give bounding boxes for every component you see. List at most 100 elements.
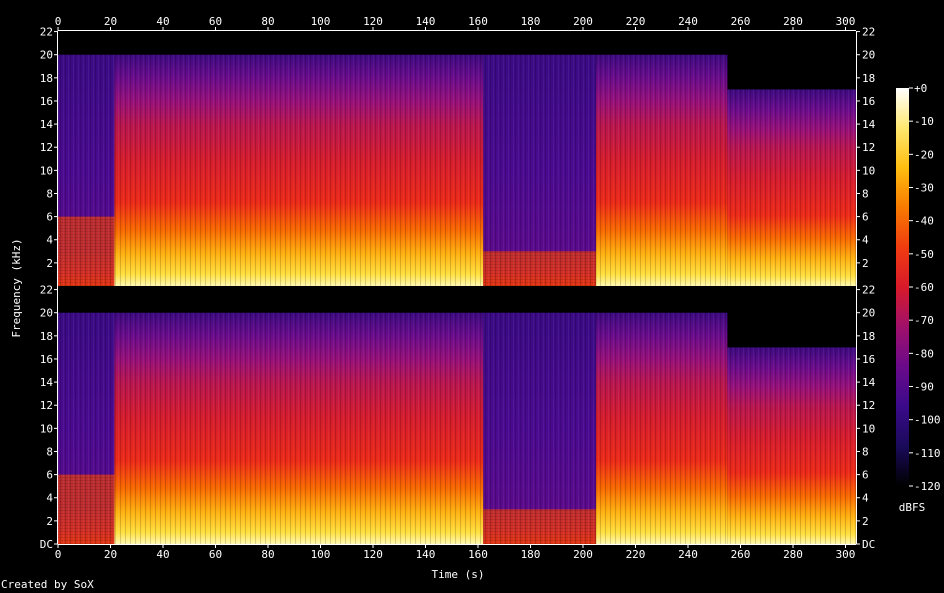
colorbar-tick-label: -60 — [914, 281, 934, 294]
colorbar-tick-label: +0 — [914, 82, 927, 95]
x-tick-label-bottom: 0 — [55, 548, 62, 561]
colorbar-tick-label: -100 — [914, 414, 941, 427]
colorbar-tick-label: -90 — [914, 381, 934, 394]
x-tick-label-bottom: 220 — [626, 548, 646, 561]
colorbar-tick-label: -120 — [914, 480, 941, 493]
y-tick-label-left: 12 — [40, 141, 53, 154]
y-tick-label-right: 18 — [862, 330, 875, 343]
colorbar-tick-label: -110 — [914, 447, 941, 460]
y-tick-label-right: 10 — [862, 164, 875, 177]
y-tick-label-left: 2 — [46, 515, 53, 528]
x-tick-label-bottom: 180 — [521, 548, 541, 561]
x-tick-label-top: 160 — [468, 15, 488, 28]
y-tick-label-right: 2 — [862, 257, 869, 270]
x-tick-label-bottom: 20 — [104, 548, 117, 561]
y-tick-label-left: DC — [40, 538, 53, 551]
y-tick-label-right: 12 — [862, 399, 875, 412]
y-tick-label-left: 16 — [40, 353, 53, 366]
colorbar-tick-label: -40 — [914, 215, 934, 228]
x-tick-label-top: 0 — [55, 15, 62, 28]
y-tick-label-left: 20 — [40, 307, 53, 320]
x-tick-label-top: 240 — [678, 15, 698, 28]
y-tick-label-left: 10 — [40, 164, 53, 177]
created-by-footer: Created by SoX — [1, 578, 94, 591]
channel-panel — [58, 289, 856, 544]
y-tick-label-left: 22 — [40, 284, 53, 297]
colorbar-tick-label: -70 — [914, 314, 934, 327]
x-tick-label-top: 220 — [626, 15, 646, 28]
y-tick-label-left: 4 — [46, 234, 53, 247]
x-tick-label-bottom: 160 — [468, 548, 488, 561]
y-tick-label-right: 16 — [862, 353, 875, 366]
y-tick-label-right: 4 — [862, 234, 869, 247]
y-axis-label: Frequency (kHz) — [10, 238, 23, 337]
colorbar-tick-label: -20 — [914, 148, 934, 161]
x-tick-label-top: 60 — [209, 15, 222, 28]
x-tick-label-top: 20 — [104, 15, 117, 28]
y-tick-label-left: 12 — [40, 399, 53, 412]
colorbar-tick-label: -80 — [914, 347, 934, 360]
x-tick-label-bottom: 200 — [573, 548, 593, 561]
y-tick-label-right: 4 — [862, 492, 869, 505]
x-tick-label-bottom: 60 — [209, 548, 222, 561]
y-tick-label-right: 2 — [862, 515, 869, 528]
x-tick-label-bottom: 280 — [783, 548, 803, 561]
x-tick-label-top: 100 — [311, 15, 331, 28]
y-tick-label-right: 6 — [862, 211, 869, 224]
x-tick-label-top: 300 — [836, 15, 856, 28]
y-tick-label-right: 10 — [862, 422, 875, 435]
x-tick-label-bottom: 80 — [261, 548, 274, 561]
y-tick-label-right: 6 — [862, 469, 869, 482]
y-tick-label-left: 4 — [46, 492, 53, 505]
colorbar-gradient — [896, 88, 909, 486]
x-tick-label-top: 40 — [156, 15, 169, 28]
y-tick-label-left: 6 — [46, 211, 53, 224]
colorbar: +0 -10 -20 -30 -40 -50 -60 -70 -80 -90 -100 -110 -12… — [896, 82, 941, 493]
x-tick-label-bottom: 40 — [156, 548, 169, 561]
y-tick-label-left: 8 — [46, 445, 53, 458]
y-tick-label-right: 18 — [862, 72, 875, 85]
colorbar-tick-label: -50 — [914, 248, 934, 261]
x-tick-label-top: 120 — [363, 15, 383, 28]
y-tick-label-left: 20 — [40, 49, 53, 62]
x-tick-label-top: 180 — [521, 15, 541, 28]
y-tick-label-left: 6 — [46, 469, 53, 482]
y-tick-label-right: DC — [862, 538, 875, 551]
y-tick-label-left: 18 — [40, 72, 53, 85]
x-tick-label-top: 260 — [731, 15, 751, 28]
x-tick-label-top: 140 — [416, 15, 436, 28]
colorbar-label: dBFS — [899, 501, 926, 514]
x-tick-label-top: 80 — [261, 15, 274, 28]
x-tick-label-top: 280 — [783, 15, 803, 28]
y-tick-label-left: 14 — [40, 118, 54, 131]
y-tick-label-right: 8 — [862, 445, 869, 458]
y-tick-label-right: 20 — [862, 49, 875, 62]
y-tick-label-right: 14 — [862, 376, 876, 389]
y-tick-label-left: 22 — [40, 26, 53, 39]
x-axis-label: Time (s) — [432, 568, 485, 581]
y-tick-label-right: 16 — [862, 95, 875, 108]
y-tick-label-left: 8 — [46, 187, 53, 200]
x-tick-label-bottom: 260 — [731, 548, 751, 561]
x-tick-label-bottom: 240 — [678, 548, 698, 561]
x-tick-label-bottom: 140 — [416, 548, 436, 561]
y-tick-label-right: 12 — [862, 141, 875, 154]
y-tick-label-left: 14 — [40, 376, 54, 389]
colorbar-tick-label: -30 — [914, 182, 934, 195]
y-tick-label-right: 8 — [862, 187, 869, 200]
x-tick-label-bottom: 300 — [836, 548, 856, 561]
x-tick-label-top: 200 — [573, 15, 593, 28]
y-tick-label-left: 16 — [40, 95, 53, 108]
channel-panel — [58, 31, 856, 286]
x-tick-label-bottom: 100 — [311, 548, 331, 561]
x-tick-label-bottom: 120 — [363, 548, 383, 561]
y-tick-label-right: 20 — [862, 307, 875, 320]
y-tick-label-right: 22 — [862, 284, 875, 297]
y-tick-label-left: 18 — [40, 330, 53, 343]
spectrogram-panels — [58, 31, 856, 544]
y-tick-label-right: 14 — [862, 118, 876, 131]
y-tick-label-left: 10 — [40, 422, 53, 435]
axes: 0 0 20 20 40 40 60 60 80 80 100 100 120 120 140 140 160 1… — [40, 15, 876, 561]
colorbar-tick-label: -10 — [914, 115, 934, 128]
